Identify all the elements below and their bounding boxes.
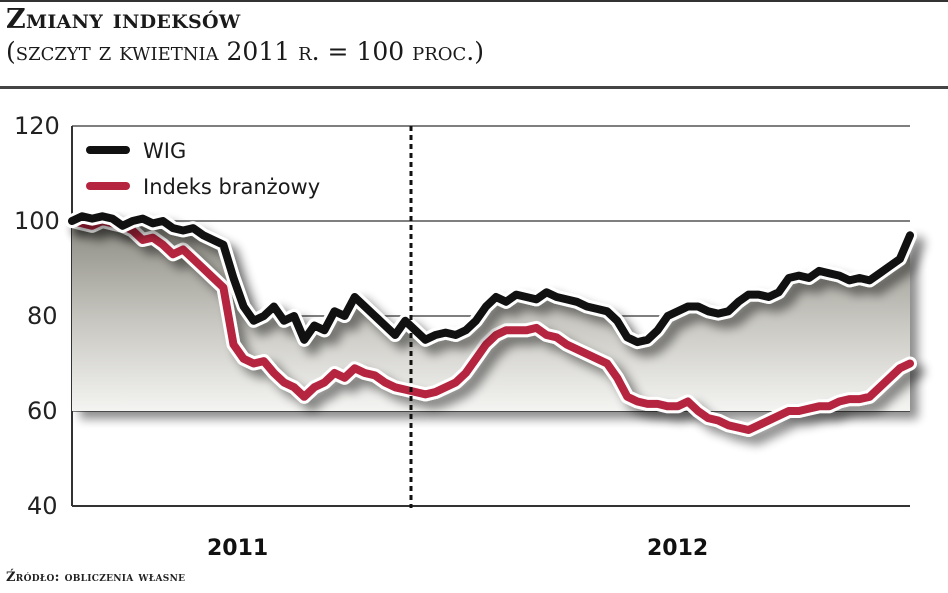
y-axis-labels: 120 100 80 60 40	[14, 112, 60, 520]
y-tick-label: 40	[27, 492, 58, 520]
branch-index-line	[68, 217, 914, 434]
series-lines	[65, 209, 917, 437]
x-axis-labels: 2011 2012	[207, 536, 708, 561]
top-rule	[0, 0, 948, 2]
title-block: Zmiany indeksów (szczyt z kwietnia 2011 …	[6, 4, 484, 68]
y-tick-label: 60	[27, 397, 58, 425]
title-separator	[0, 86, 948, 89]
chart-subtitle: (szczyt z kwietnia 2011 r. = 100 proc.)	[6, 37, 484, 66]
x-tick-label-2011: 2011	[207, 536, 268, 561]
legend: WIG Indeks branżowy	[86, 139, 320, 199]
source-note: Źródło: obliczenia własne	[6, 570, 186, 585]
area-fill	[72, 216, 910, 411]
legend-label-wig: WIG	[143, 139, 186, 163]
wig-line	[68, 212, 914, 347]
legend-label-branch-index: Indeks branżowy	[143, 175, 320, 199]
y-tick-label: 120	[14, 112, 60, 140]
shaded-area	[72, 216, 910, 411]
y-tick-label: 100	[14, 207, 60, 235]
y-tick-label: 80	[27, 302, 58, 330]
chart-title: Zmiany indeksów	[6, 4, 241, 35]
x-tick-label-2012: 2012	[647, 536, 708, 561]
